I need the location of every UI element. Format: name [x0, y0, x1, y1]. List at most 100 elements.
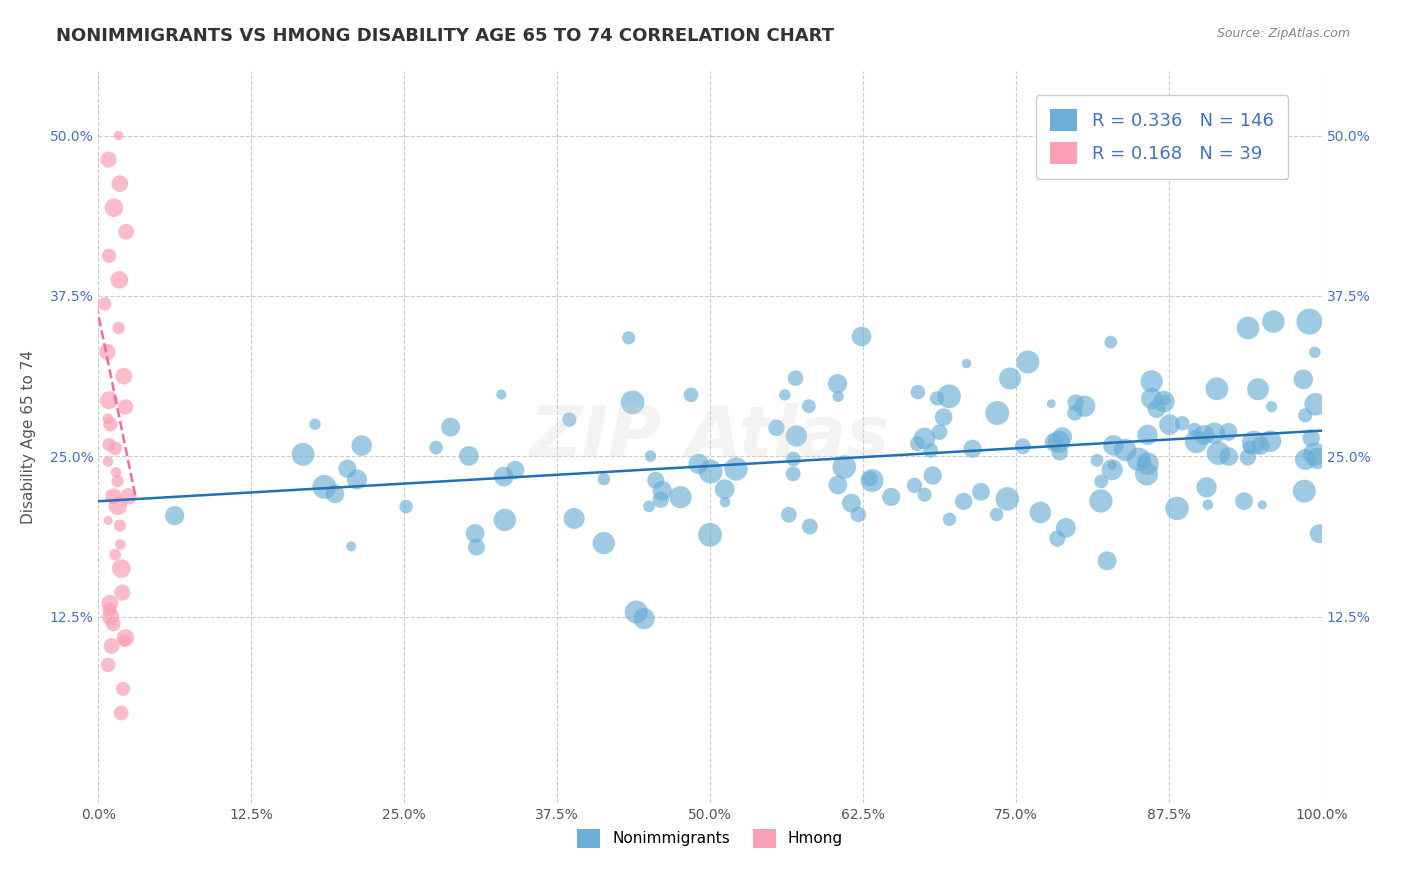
Point: [669, 490, 692, 504]
Point: [920, 443, 942, 458]
Point: [1236, 450, 1258, 465]
Point: [1154, 392, 1177, 407]
Point: [785, 429, 807, 443]
Point: [938, 512, 960, 526]
Point: [98, 249, 121, 263]
Point: [1294, 452, 1316, 467]
Point: [100, 639, 122, 653]
Point: [1049, 445, 1071, 459]
Point: [1208, 446, 1230, 460]
Text: Source: ZipAtlas.com: Source: ZipAtlas.com: [1216, 27, 1350, 40]
Point: [592, 536, 614, 550]
Point: [1184, 422, 1206, 436]
Point: [681, 388, 703, 402]
Point: [425, 441, 447, 455]
Point: [1017, 355, 1039, 369]
Point: [346, 473, 368, 487]
Point: [1301, 431, 1323, 445]
Point: [1135, 467, 1157, 481]
Point: [108, 177, 131, 191]
Point: [932, 410, 955, 425]
Point: [1251, 498, 1274, 512]
Point: [314, 480, 336, 494]
Point: [907, 436, 929, 450]
Point: [103, 201, 125, 215]
Point: [93, 297, 115, 311]
Point: [1140, 375, 1163, 389]
Point: [1237, 321, 1260, 335]
Point: [1243, 435, 1265, 450]
Point: [1171, 416, 1194, 430]
Point: [115, 225, 138, 239]
Point: [110, 706, 132, 720]
Point: [100, 609, 122, 624]
Point: [903, 478, 925, 492]
Point: [1011, 439, 1033, 453]
Point: [638, 500, 661, 514]
Point: [1159, 417, 1181, 432]
Point: [1090, 475, 1112, 489]
Point: [1140, 392, 1163, 406]
Point: [799, 519, 821, 533]
Point: [617, 331, 640, 345]
Point: [859, 472, 882, 486]
Point: [350, 439, 373, 453]
Point: [1192, 428, 1215, 442]
Point: [1146, 402, 1168, 417]
Point: [1294, 409, 1316, 423]
Point: [336, 461, 359, 475]
Point: [1114, 442, 1136, 457]
Point: [96, 345, 118, 359]
Point: [395, 500, 418, 514]
Point: [1095, 554, 1118, 568]
Point: [998, 371, 1021, 385]
Point: [1305, 397, 1327, 411]
Point: [1101, 463, 1123, 477]
Point: [640, 449, 662, 463]
Point: [107, 321, 129, 335]
Point: [626, 605, 648, 619]
Point: [98, 596, 121, 610]
Point: [97, 657, 120, 672]
Point: [97, 153, 120, 167]
Point: [970, 484, 993, 499]
Point: [1218, 425, 1240, 439]
Point: [1298, 315, 1320, 329]
Point: [633, 612, 655, 626]
Point: [797, 399, 820, 413]
Point: [114, 400, 136, 414]
Point: [1099, 335, 1122, 350]
Point: [107, 128, 129, 143]
Point: [97, 514, 120, 528]
Point: [1136, 457, 1159, 471]
Point: [97, 393, 120, 408]
Point: [1074, 399, 1097, 413]
Point: [938, 389, 960, 403]
Point: [1185, 434, 1208, 449]
Point: [1128, 452, 1150, 467]
Point: [112, 681, 135, 696]
Point: [163, 508, 186, 523]
Point: [841, 496, 863, 510]
Point: [110, 561, 132, 575]
Point: [778, 508, 800, 522]
Point: [1052, 430, 1074, 444]
Point: [1292, 372, 1315, 386]
Point: [1043, 435, 1066, 450]
Point: [1090, 494, 1112, 508]
Point: [644, 473, 666, 487]
Point: [846, 508, 869, 522]
Point: [458, 449, 481, 463]
Point: [1294, 484, 1316, 499]
Point: [1233, 494, 1256, 508]
Point: [1153, 394, 1175, 409]
Point: [699, 465, 721, 479]
Point: [1046, 532, 1069, 546]
Point: [505, 463, 527, 477]
Point: [1206, 382, 1229, 396]
Point: [1308, 526, 1330, 541]
Point: [103, 490, 125, 504]
Point: [1250, 439, 1272, 453]
Point: [827, 478, 849, 492]
Y-axis label: Disability Age 65 to 74: Disability Age 65 to 74: [21, 350, 35, 524]
